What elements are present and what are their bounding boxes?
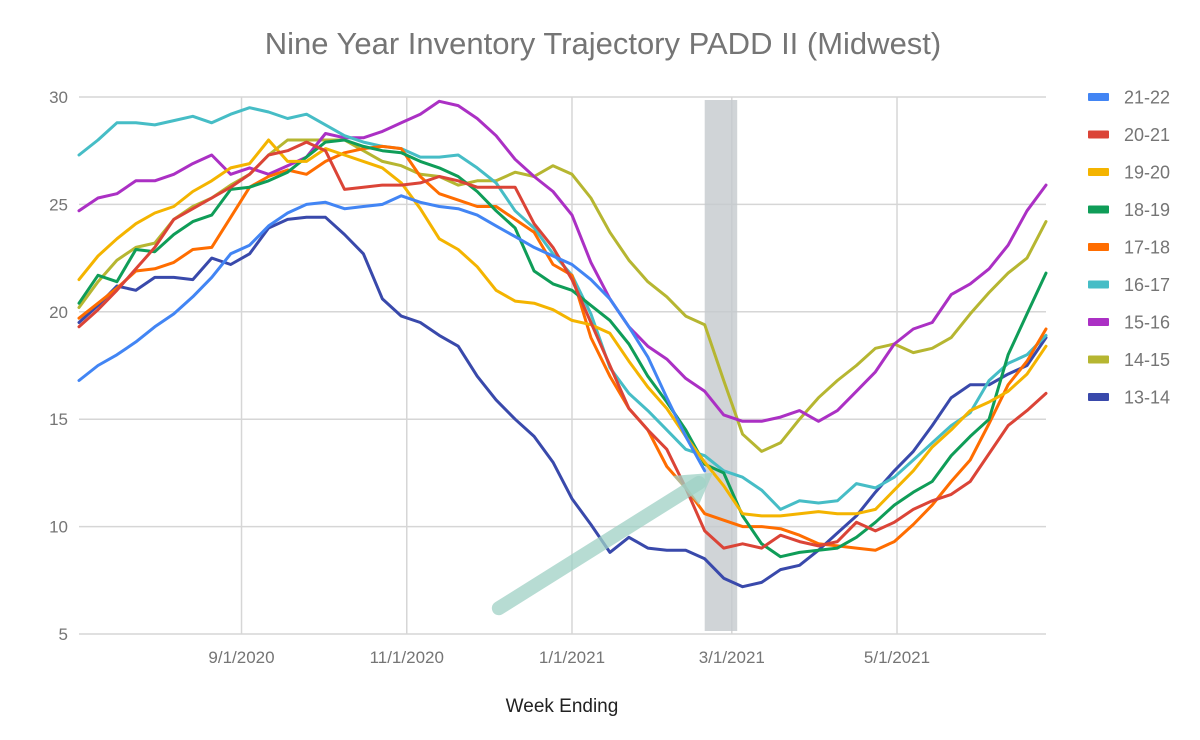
series-line-19-20 xyxy=(77,138,1048,518)
x-tick-label: 1/1/2021 xyxy=(539,648,605,667)
legend: 21-22 20-21 19-20 18-19 17-18 16-17 15-16 14-15… xyxy=(1088,88,1170,408)
legend-item[interactable]: 14-15 xyxy=(1088,350,1170,370)
series-layer xyxy=(77,99,1048,589)
x-tick-label: 9/1/2020 xyxy=(208,648,274,667)
legend-label: 19-20 xyxy=(1124,163,1170,183)
legend-label: 14-15 xyxy=(1124,350,1170,370)
y-tick-label: 15 xyxy=(49,410,68,429)
legend-item[interactable]: 15-16 xyxy=(1088,313,1170,333)
legend-swatch xyxy=(1088,93,1109,101)
y-tick-label: 25 xyxy=(49,195,68,214)
x-tick-label: 11/1/2020 xyxy=(370,648,444,667)
y-axis-ticks: 5 10 15 20 25 30 xyxy=(49,88,68,644)
legend-item[interactable]: 13-14 xyxy=(1088,388,1170,408)
legend-label: 13-14 xyxy=(1124,388,1170,408)
shaded-band-layer xyxy=(704,100,738,631)
legend-swatch xyxy=(1088,393,1109,401)
series-line-21-22 xyxy=(77,194,707,473)
legend-label: 18-19 xyxy=(1124,200,1170,220)
legend-swatch xyxy=(1088,130,1109,139)
chart-title: Nine Year Inventory Trajectory PADD II (… xyxy=(265,26,942,61)
series-line-20-21 xyxy=(77,140,1048,550)
x-axis-ticks: 9/1/2020 11/1/2020 1/1/2021 3/1/2021 5/1/202… xyxy=(208,648,930,667)
y-tick-label: 30 xyxy=(49,88,68,107)
legend-item[interactable]: 20-21 xyxy=(1088,125,1170,145)
series-line-18-19 xyxy=(77,138,1048,559)
legend-swatch xyxy=(1088,168,1109,176)
series-line-13-14 xyxy=(77,215,1048,589)
grid xyxy=(79,96,1046,635)
series-line-14-15 xyxy=(77,138,1048,453)
legend-label: 20-21 xyxy=(1124,125,1170,145)
legend-swatch xyxy=(1088,355,1109,364)
arrow-head xyxy=(672,472,713,505)
series-line-15-16 xyxy=(77,99,1048,423)
legend-item[interactable]: 19-20 xyxy=(1088,163,1170,183)
legend-item[interactable]: 17-18 xyxy=(1088,238,1170,258)
legend-label: 15-16 xyxy=(1124,313,1170,333)
x-tick-label: 3/1/2021 xyxy=(699,648,765,667)
shaded-band xyxy=(704,100,738,631)
arrow-annotation-layer xyxy=(491,472,713,616)
x-axis-label: Week Ending xyxy=(506,696,619,717)
legend-label: 16-17 xyxy=(1124,275,1170,295)
x-tick-label: 5/1/2021 xyxy=(864,648,930,667)
arrow-shaft xyxy=(491,475,706,616)
legend-label: 21-22 xyxy=(1124,88,1170,108)
legend-item[interactable]: 18-19 xyxy=(1088,200,1170,220)
legend-swatch xyxy=(1088,243,1109,251)
series-line-17-18 xyxy=(77,144,1048,552)
legend-item[interactable]: 21-22 xyxy=(1088,88,1170,108)
legend-item[interactable]: 16-17 xyxy=(1088,275,1170,295)
legend-label: 17-18 xyxy=(1124,238,1170,258)
y-tick-label: 10 xyxy=(49,518,68,537)
legend-swatch xyxy=(1088,318,1109,326)
legend-swatch xyxy=(1088,280,1109,289)
y-tick-label: 5 xyxy=(59,625,68,644)
legend-swatch xyxy=(1088,205,1109,214)
y-tick-label: 20 xyxy=(49,303,68,322)
